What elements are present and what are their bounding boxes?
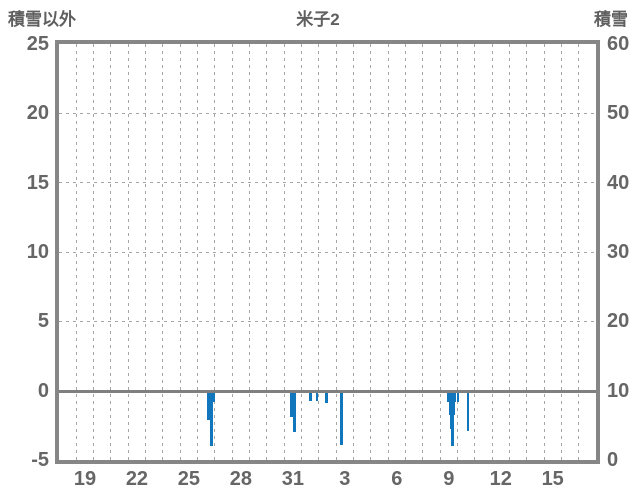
x-axis-tick: 31 xyxy=(281,468,304,490)
right-axis-tick: 60 xyxy=(607,33,630,55)
right-axis-tick: 0 xyxy=(607,449,619,471)
bar xyxy=(456,390,460,402)
left-axis-tick: 20 xyxy=(26,102,49,125)
left-axis-tick: 10 xyxy=(26,241,49,263)
chart-title: 米子2 xyxy=(296,10,340,29)
left-axis-tick: 0 xyxy=(37,379,49,402)
bar xyxy=(309,390,313,402)
right-axis-title: 積雪 xyxy=(594,10,628,29)
right-axis-tick: 50 xyxy=(607,102,630,125)
left-axis-title: 積雪以外 xyxy=(8,10,76,29)
value-gridline xyxy=(59,320,596,322)
right-axis-tick: 20 xyxy=(607,310,630,333)
x-axis-tick: 22 xyxy=(125,468,149,490)
bar xyxy=(210,390,214,447)
x-axis-tick: 25 xyxy=(177,468,201,490)
x-axis-tick: 9 xyxy=(443,468,455,490)
x-axis-tick: 15 xyxy=(541,468,564,490)
left-axis-tick: 5 xyxy=(37,310,49,333)
bar xyxy=(340,390,344,445)
left-axis-tick: 25 xyxy=(26,33,49,55)
right-axis-tick: 10 xyxy=(607,379,630,402)
value-gridline xyxy=(59,251,596,253)
bar xyxy=(293,390,297,433)
bar xyxy=(451,390,454,447)
bar xyxy=(290,390,297,417)
bar xyxy=(315,390,319,402)
right-axis-tick: 30 xyxy=(607,241,630,263)
bar xyxy=(325,390,329,404)
x-axis-tick: 19 xyxy=(73,468,97,490)
bar xyxy=(207,390,213,420)
bar xyxy=(466,390,470,431)
plot-area xyxy=(55,40,600,464)
value-gridline xyxy=(59,182,596,184)
x-axis-tick: 28 xyxy=(229,468,252,490)
right-axis-tick: 40 xyxy=(607,171,630,194)
x-axis-tick: 12 xyxy=(489,468,512,490)
left-axis-tick: 15 xyxy=(26,171,49,194)
left-axis-tick: -5 xyxy=(31,449,49,471)
zero-line xyxy=(59,389,596,393)
value-gridline xyxy=(59,112,596,114)
x-axis-tick: 3 xyxy=(339,468,351,490)
x-axis-tick: 6 xyxy=(391,468,403,490)
